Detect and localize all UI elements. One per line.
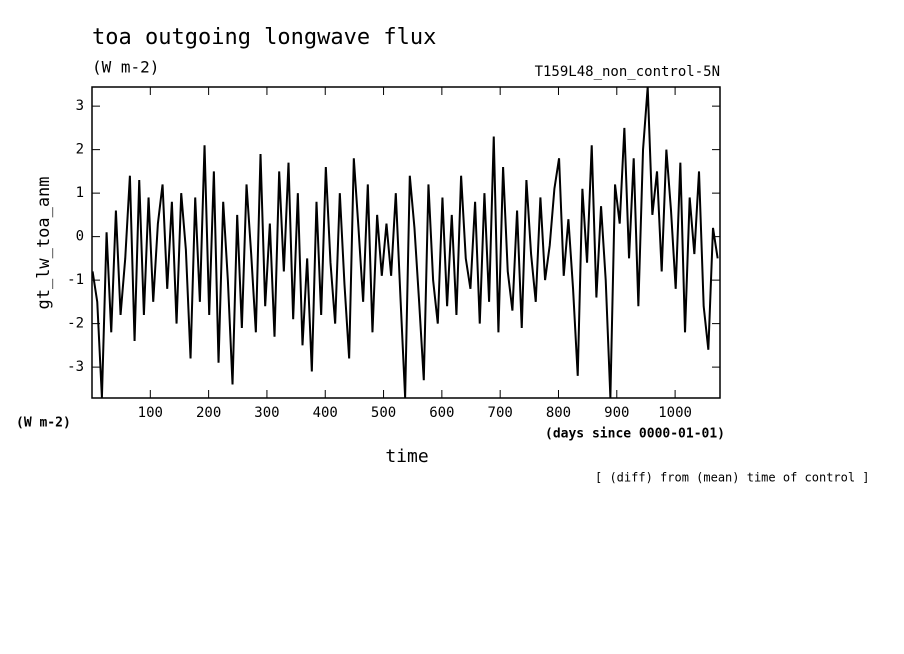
y-tick-label: 1 [76,185,84,201]
x-tick-label: 100 [138,405,163,421]
series-line [91,86,719,398]
annotation: T159L48_non_control-5N [535,64,720,80]
y-tick-label: -2 [67,316,84,332]
x-tick-label: 500 [371,405,396,421]
y-tick-label: 2 [76,142,84,158]
x-tick-label: 800 [546,405,571,421]
x-tick-label: 200 [196,405,221,421]
plot-frame [91,86,721,399]
x-tick-label: 300 [254,405,279,421]
y-tick-label: -1 [67,272,84,288]
x-tick-label: 900 [604,405,629,421]
footnote: [ (diff) from (mean) time of control ] [595,471,870,485]
chart-title: toa outgoing longwave flux [92,25,436,50]
x-tick-label: 1000 [658,405,692,421]
y-unit: (W m-2) [16,416,71,431]
y-tick-label: -3 [67,359,84,375]
y-tick-label: 0 [76,229,84,245]
x-unit: (days since 0000-01-01) [545,427,725,442]
x-tick-label: 600 [429,405,454,421]
x-tick-label: 700 [488,405,513,421]
x-axis-label: time [385,446,428,467]
y-tick-label: 3 [76,98,84,114]
x-tick-label: 400 [313,405,338,421]
chart-subtitle: (W m-2) [92,58,159,77]
y-axis-label: gt_lw_toa_anm [34,176,54,309]
